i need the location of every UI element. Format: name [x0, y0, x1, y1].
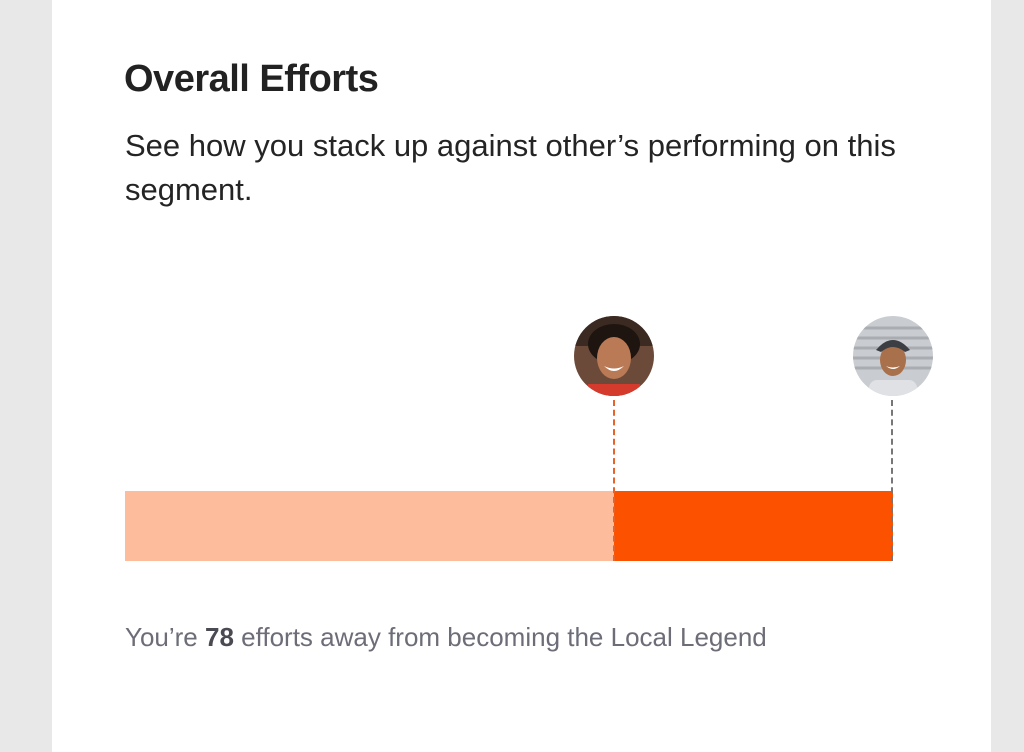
progress-bar-remaining	[614, 491, 893, 561]
user-position-marker	[613, 400, 615, 561]
efforts-count: 78	[205, 622, 234, 652]
progress-bar-completed	[125, 491, 614, 561]
efforts-away-text: You’re 78 efforts away from becoming the…	[125, 622, 767, 653]
footer-prefix: You’re	[125, 622, 205, 652]
footer-suffix: efforts away from becoming the Local Leg…	[233, 622, 767, 652]
local-legend-avatar-icon[interactable]	[853, 316, 933, 396]
card-subtitle: See how you stack up against other’s per…	[125, 128, 896, 207]
local-legend-marker	[891, 400, 893, 561]
user-avatar-icon[interactable]	[574, 316, 654, 396]
card-title: Overall Efforts	[124, 58, 379, 100]
overall-efforts-card: Overall Efforts See how you stack up aga…	[52, 0, 991, 752]
